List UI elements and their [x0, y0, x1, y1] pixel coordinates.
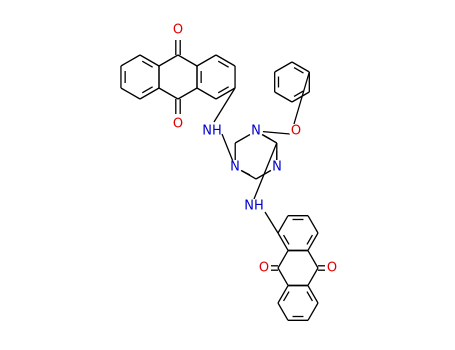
label-bg — [171, 23, 185, 37]
bond — [213, 87, 236, 123]
bond — [262, 134, 271, 140]
bond — [217, 86, 229, 94]
bond — [241, 170, 251, 176]
bond — [307, 215, 319, 234]
label-bg — [205, 124, 219, 138]
label-bg — [257, 261, 271, 275]
label-bg — [249, 124, 263, 138]
atom-label: O — [173, 23, 183, 38]
bond — [293, 90, 304, 97]
bond — [307, 250, 319, 269]
bond — [217, 60, 229, 68]
bond — [291, 61, 310, 73]
bond — [291, 91, 310, 103]
bond — [307, 267, 319, 286]
label-bg — [247, 199, 261, 213]
bond — [293, 71, 310, 125]
atom-label: O — [259, 261, 269, 276]
bond — [215, 54, 236, 67]
bond — [158, 54, 179, 67]
bond — [277, 302, 289, 321]
label-bg — [228, 160, 242, 174]
label-bg — [171, 117, 185, 131]
bond — [306, 291, 313, 302]
atom-label: O — [291, 124, 301, 139]
bond — [177, 87, 198, 100]
bond — [274, 61, 293, 73]
bond — [120, 87, 141, 100]
bond — [264, 211, 279, 234]
bond — [196, 54, 217, 67]
label-bg — [270, 160, 284, 174]
atom-label: NH — [202, 124, 222, 139]
bond — [283, 291, 290, 302]
bond — [120, 54, 141, 67]
bond — [307, 285, 319, 304]
bond — [277, 215, 289, 234]
bond — [277, 285, 289, 304]
atom-label: NH — [244, 199, 264, 214]
bond — [307, 232, 319, 251]
bond — [283, 234, 290, 245]
bond — [215, 87, 236, 100]
bond — [141, 60, 153, 68]
bond — [139, 87, 160, 100]
bond — [253, 142, 278, 200]
bond — [158, 87, 179, 100]
atom-label: O — [327, 261, 337, 276]
bond — [196, 87, 217, 100]
bond — [141, 86, 153, 94]
bond — [274, 91, 293, 103]
atom-label: N — [230, 160, 240, 175]
atom-label: N — [251, 124, 261, 139]
bond — [277, 250, 289, 269]
atom-label: N — [272, 160, 282, 175]
bond — [307, 302, 319, 321]
bond — [306, 234, 313, 245]
atom-label: O — [173, 117, 183, 132]
bond — [277, 232, 289, 251]
bond — [277, 267, 289, 286]
bond — [293, 67, 304, 74]
label-bg — [289, 124, 303, 138]
bond — [139, 54, 160, 67]
bond — [177, 54, 198, 67]
label-bg — [325, 261, 339, 275]
